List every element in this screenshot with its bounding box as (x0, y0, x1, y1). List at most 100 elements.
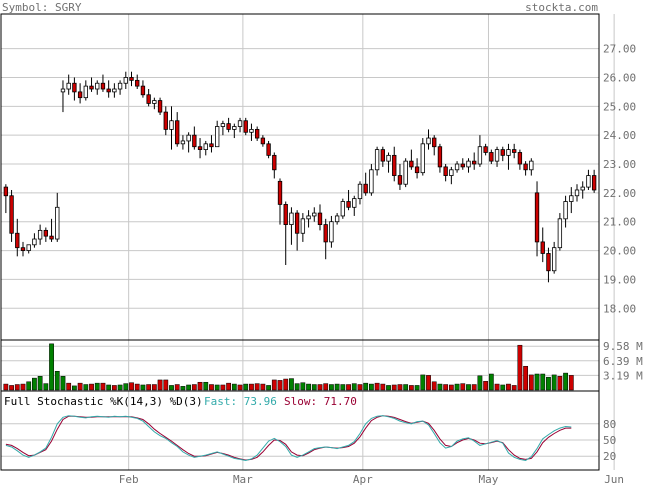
price-tick-label: 21.00 (603, 216, 636, 229)
volume-bar (3, 383, 9, 391)
volume-bar (448, 384, 454, 391)
volume-bar (146, 384, 152, 391)
volume-bar (477, 375, 483, 391)
candle-body (83, 85, 88, 99)
volume-bar (306, 383, 311, 391)
candle-body (357, 183, 363, 200)
candle-body (152, 100, 157, 104)
candle-body (494, 149, 500, 162)
candle-body (420, 143, 425, 174)
price-tick-label: 26.00 (603, 71, 636, 84)
candle-body (472, 160, 477, 165)
volume-bar (408, 385, 414, 391)
candle-body (192, 134, 197, 148)
volume-bar (140, 384, 146, 391)
volume-bar (466, 384, 471, 391)
volume-bar (546, 376, 551, 391)
volume-bar (203, 381, 209, 391)
candle-body (254, 128, 260, 139)
volume-bar (66, 382, 72, 391)
volume-bar (557, 376, 563, 391)
candle-body (43, 229, 49, 237)
volume-bar (357, 384, 363, 391)
volume-bar (271, 379, 277, 391)
volume-tick-label: 3.19 M (603, 369, 643, 382)
volume-bar (311, 384, 317, 391)
price-tick-label: 27.00 (603, 43, 636, 56)
volume-bar (488, 373, 494, 391)
stochastic-fast-label: Fast: 73.96 (204, 395, 277, 408)
candle-body (483, 146, 488, 153)
volume-bar (283, 378, 289, 391)
price-tick-label: 25.00 (603, 100, 636, 113)
candle-body (9, 195, 14, 234)
volume-bar (26, 381, 32, 391)
volume-bar (334, 383, 340, 391)
candle-body (266, 143, 271, 156)
candle-body (106, 88, 111, 93)
volume-bar (94, 382, 100, 391)
candle-body (409, 160, 414, 168)
symbol-label: Symbol: SGRY (2, 1, 82, 14)
candle-body (15, 232, 20, 249)
candle-body (386, 154, 391, 162)
candle-body (557, 218, 563, 249)
volume-bar (431, 381, 437, 391)
candle-body (591, 175, 597, 191)
candle-body (55, 206, 60, 240)
candle-body (112, 88, 117, 93)
volume-bar (329, 384, 334, 391)
candle-body (512, 149, 517, 153)
stochastic-slow-label: Slow: 71.70 (284, 395, 357, 408)
volume-bar (249, 383, 254, 391)
volume-bar (414, 385, 420, 391)
candle-body (392, 154, 397, 176)
candle-body (277, 180, 283, 205)
candle-body (574, 189, 580, 197)
volume-bar (277, 380, 283, 391)
volume-bar (289, 378, 294, 391)
volume-bar (340, 384, 346, 391)
candle-body (289, 212, 294, 226)
candle-body (26, 244, 31, 251)
candle-body (89, 85, 94, 90)
candle-body (157, 100, 163, 113)
volume-bar (254, 383, 260, 391)
volume-bar (151, 384, 157, 391)
candle-body (197, 146, 203, 150)
candle-body (449, 169, 454, 176)
volume-bar (386, 385, 391, 391)
candle-body (306, 215, 311, 220)
candle-body (215, 126, 220, 148)
candle-body (135, 79, 140, 87)
candle-body (546, 253, 551, 272)
volume-bar (369, 383, 374, 391)
volume-bar (83, 384, 89, 391)
candle-body (466, 160, 471, 168)
candle-body (580, 186, 585, 191)
candle-body (163, 111, 168, 130)
candle-body (551, 247, 557, 272)
volume-bar (72, 385, 77, 391)
candle-body (37, 229, 43, 240)
candle-body (123, 77, 128, 84)
volume-bar (220, 384, 226, 391)
candle-body (340, 201, 346, 217)
candle-body (232, 126, 237, 130)
price-tick-label: 20.00 (603, 245, 636, 258)
candle-body (403, 160, 408, 185)
price-tick-labels: 27.00 26.00 25.00 24.00 23.00 22.00 21.00 20.00… (603, 43, 636, 316)
volume-bar (317, 384, 323, 391)
volume-bar (568, 375, 574, 391)
candle-body (323, 224, 328, 243)
volume-bar (209, 384, 214, 391)
candle-body (180, 140, 186, 145)
volume-bar (77, 382, 83, 391)
candle-body (146, 94, 151, 104)
candle-body (209, 143, 214, 148)
volume-bar (437, 383, 443, 391)
volume-tick-labels: 9.58 M 6.39 M3.19 M (603, 340, 643, 382)
volume-bar (528, 374, 534, 391)
price-panel-frame (0, 13, 600, 341)
